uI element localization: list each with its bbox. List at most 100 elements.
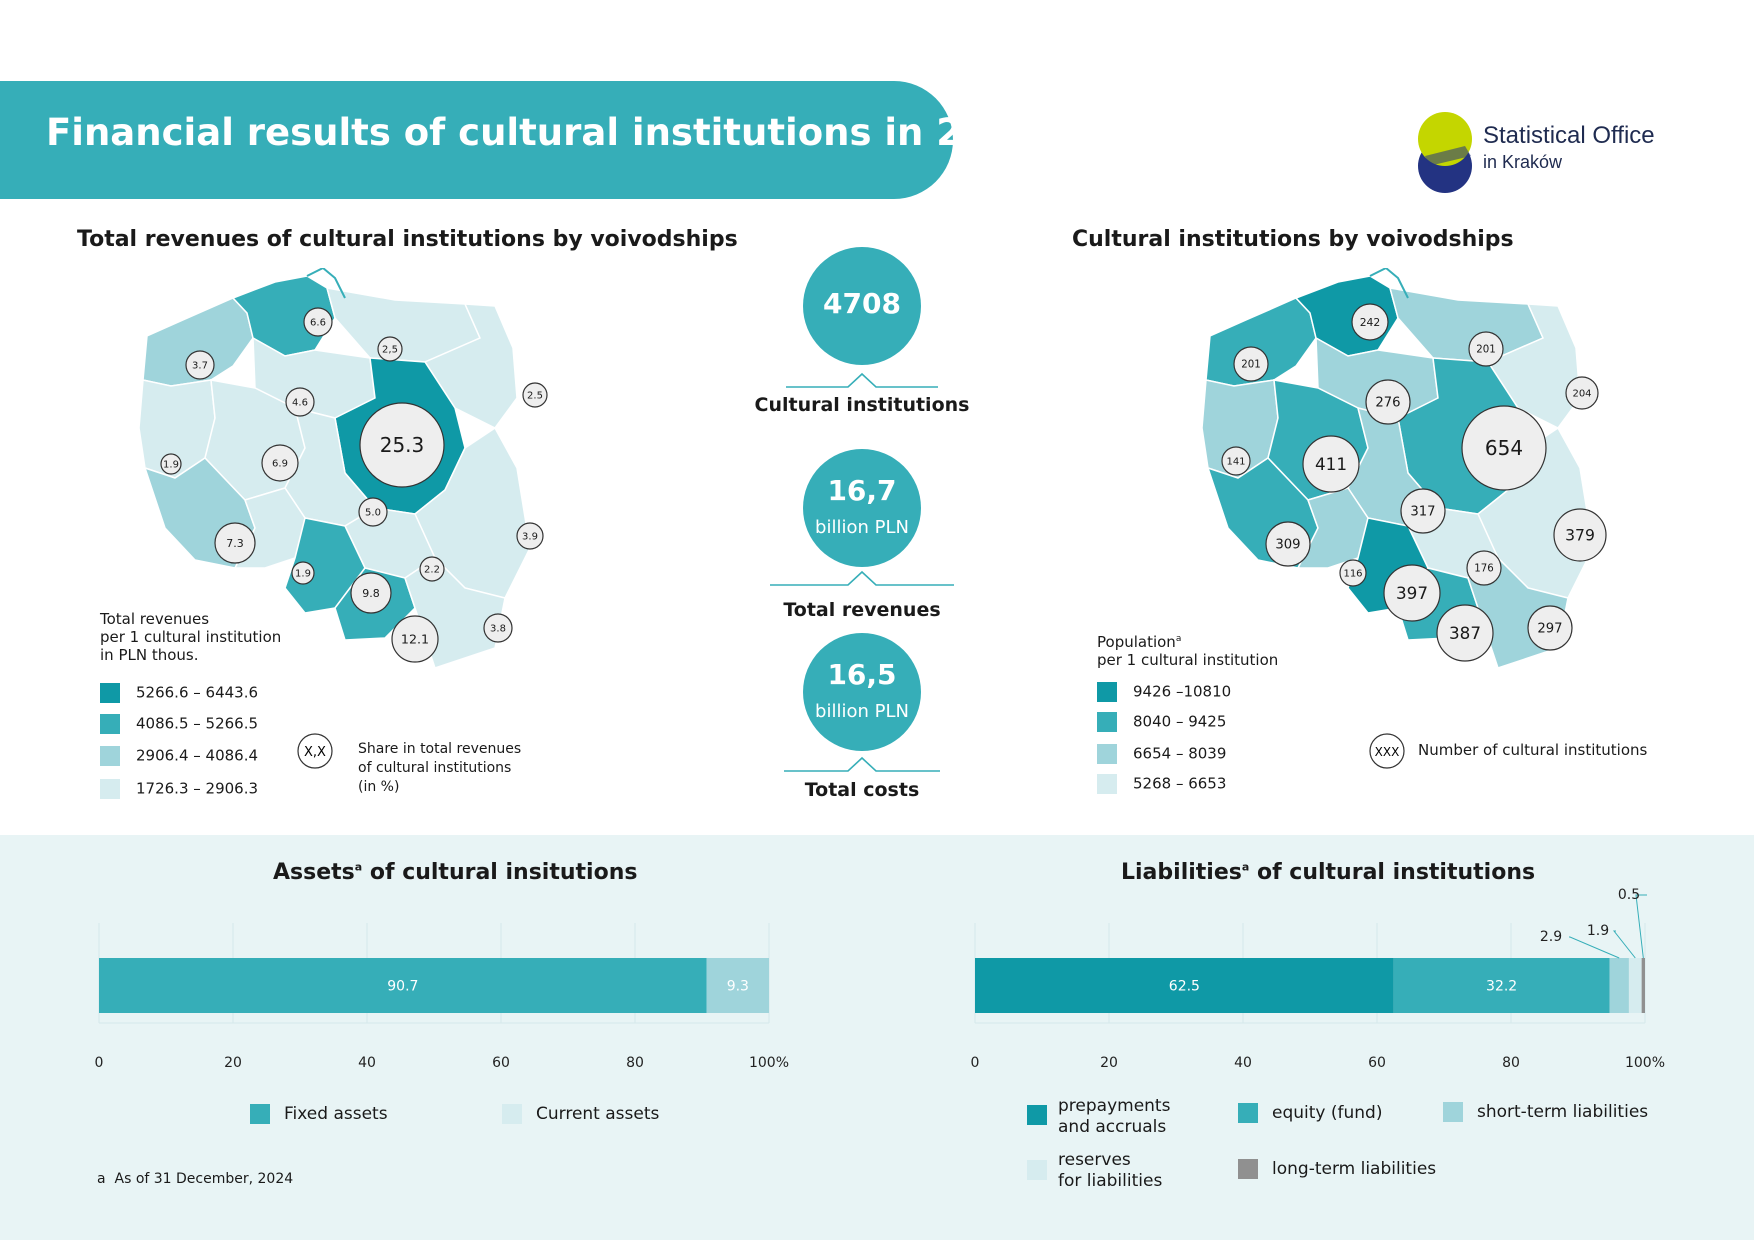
left-symbol-label-1: Share in total revenues <box>358 741 522 757</box>
liab-legend-short-term: short-term liabilities <box>1443 1102 1648 1123</box>
legend-swatch <box>100 746 120 766</box>
legend-swatch <box>1027 1105 1047 1125</box>
assets-title-sup: a <box>354 860 363 874</box>
left-map-title: Total revenues of cultural institutions … <box>77 227 738 252</box>
map-bubble <box>358 497 388 527</box>
map-bubble <box>1527 605 1573 651</box>
map-bubble-label: 1.9 <box>295 569 311 580</box>
kpi-institutions-circle: 4708 <box>803 247 921 365</box>
map-bubble-label: 201 <box>1241 360 1260 371</box>
assets-title-main: Assets <box>273 860 355 885</box>
kpi-institutions-value: 4708 <box>823 287 901 320</box>
map-bubble-label: 3.9 <box>522 532 538 543</box>
map-bubble-label: 297 <box>1537 622 1562 637</box>
map-bubble-label: 379 <box>1565 526 1595 544</box>
map-bubble-label: 9.8 <box>362 587 380 600</box>
left-legend-item: 2906.4 – 4086.4 <box>100 746 258 766</box>
map-bubble-label: 2.2 <box>424 565 440 576</box>
left-legend-title: Total revenues per 1 cultural institutio… <box>100 610 281 664</box>
institutions-map: 242 201 201 204 276 654 141 411 317 379 309 116 176 3… <box>1201 268 1607 669</box>
legend-label: 4086.5 – 5266.5 <box>136 714 259 733</box>
right-legend-title-2: per 1 cultural institution <box>1097 651 1279 669</box>
logo-line-2: in Kraków <box>1483 152 1563 172</box>
legend-swatch <box>1097 774 1117 794</box>
legend-label: Current assets <box>536 1104 660 1124</box>
legend-swatch <box>1443 1102 1463 1122</box>
map-bubble-label: 1.9 <box>163 460 179 471</box>
map-bubble <box>1461 405 1547 491</box>
map-bubble-label: 25.3 <box>380 433 425 457</box>
legend-label: long-term liabilities <box>1272 1159 1437 1179</box>
left-legend-title-3: in PLN thous. <box>100 646 199 664</box>
map-bubble-label: 397 <box>1396 583 1428 603</box>
liab-legend-reserves: reserves for liabilities <box>1027 1150 1162 1192</box>
assets-legend-current: Current assets <box>502 1104 659 1125</box>
liabilities-chart-title: Liabilitiesa of cultural institutions <box>1121 860 1535 885</box>
map-bubble-label: 5.0 <box>365 508 381 519</box>
logo-text: Statistical Office in Kraków <box>1483 122 1655 173</box>
region-slaskie <box>284 517 366 614</box>
right-legend-item: 9426 –10810 <box>1097 682 1231 702</box>
map-bubble-label: 654 <box>1485 436 1523 460</box>
kpi-revenues-circle: 16,7 billion PLN <box>803 449 921 567</box>
liab-legend-prepayments: prepayments and accruals <box>1027 1096 1170 1138</box>
map-bubble <box>285 387 315 417</box>
assets-chart-title: Assetsa of cultural insitutions <box>273 860 637 885</box>
map-bubble <box>1365 379 1411 425</box>
kpi-revenues-unit: billion PLN <box>815 517 909 538</box>
legend-swatch <box>250 1104 270 1124</box>
footnote-marker: a <box>97 1171 106 1187</box>
kpi-costs-unit: billion PLN <box>815 701 909 722</box>
kpi-institutions-label: Cultural institutions <box>754 394 970 416</box>
right-legend-item: 6654 – 8039 <box>1097 744 1226 764</box>
legend-label: 8040 – 9425 <box>1133 712 1227 731</box>
legend-label: 6654 – 8039 <box>1133 744 1227 763</box>
map-bubble-label: 6.9 <box>272 459 288 470</box>
right-legend-item: 5268 – 6653 <box>1097 774 1226 794</box>
right-legend-title-1-wrap: Populationa <box>1097 630 1278 651</box>
statistical-office-logo <box>1418 112 1472 193</box>
right-legend-item: 8040 – 9425 <box>1097 712 1226 732</box>
legend-label: Fixed assets <box>284 1104 388 1124</box>
left-symbol-label-2: of cultural institutions <box>358 760 512 776</box>
legend-label: 1726.3 – 2906.3 <box>136 779 259 798</box>
map-bubble <box>350 572 392 614</box>
liab-legend-long-term: long-term liabilities <box>1238 1159 1436 1180</box>
map-bubble <box>214 522 256 564</box>
map-bubble <box>160 453 182 475</box>
right-symbol-label: Number of cultural institutions <box>1418 741 1648 759</box>
left-symbol-circle: X,X <box>297 733 333 769</box>
map-bubble <box>419 556 445 582</box>
legend-swatch <box>502 1104 522 1124</box>
map-bubble-label: 6.6 <box>310 318 326 329</box>
liab-title-rest: of cultural institutions <box>1249 860 1536 885</box>
map-bubble-label: 204 <box>1572 389 1591 400</box>
kpi-connector <box>784 756 940 772</box>
left-legend-item: 1726.3 – 2906.3 <box>100 779 258 799</box>
left-symbol-text: X,X <box>304 745 326 760</box>
map-bubble-label: 116 <box>1343 569 1362 580</box>
title-banner: Financial results of cultural institutio… <box>0 81 1039 199</box>
legend-swatch <box>1097 682 1117 702</box>
kpi-costs-value: 16,5 <box>827 658 897 691</box>
map-bubble <box>1468 331 1504 367</box>
map-bubble <box>1221 446 1251 476</box>
map-bubble-label: 201 <box>1476 345 1495 356</box>
kpi-revenues-label: Total revenues <box>783 599 941 621</box>
legend-label-1: reserves <box>1058 1150 1131 1170</box>
map-bubble <box>261 444 299 482</box>
legend-swatch <box>1027 1160 1047 1180</box>
kpi-connector <box>786 372 938 388</box>
map-bubble <box>1302 435 1360 493</box>
map-bubble-label: 3.8 <box>490 624 506 635</box>
legend-swatch <box>1097 744 1117 764</box>
assets-legend-fixed: Fixed assets <box>250 1104 388 1125</box>
footnote-text: As of 31 December, 2024 <box>114 1171 294 1187</box>
map-bubble <box>377 336 403 362</box>
left-legend-title-1: Total revenues <box>100 610 210 628</box>
map-bubble <box>291 561 315 585</box>
map-bubble <box>1265 521 1311 567</box>
legend-swatch <box>100 779 120 799</box>
map-bubble-label: 3.7 <box>192 361 208 372</box>
map-bubble-label: 7.3 <box>226 537 244 550</box>
